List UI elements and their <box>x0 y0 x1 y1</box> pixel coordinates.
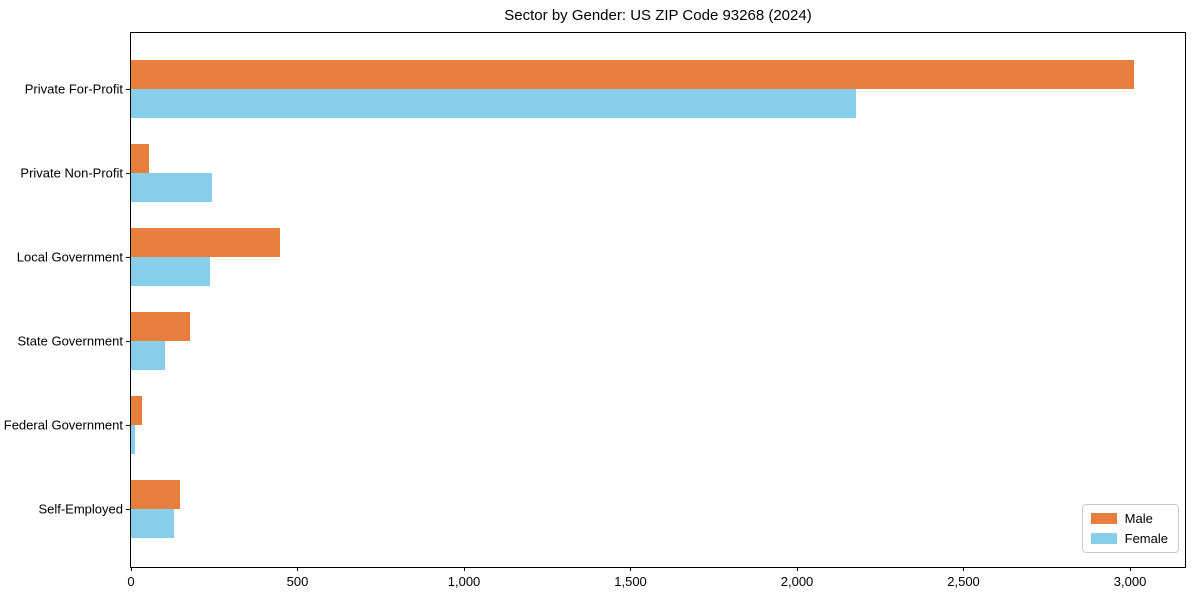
x-tick-mark <box>963 567 965 571</box>
bar-male-federal-government <box>131 396 142 425</box>
y-tick-label-state-government: State Government <box>17 333 124 349</box>
y-tick-mark <box>126 256 130 258</box>
bar-female-federal-government <box>131 425 135 454</box>
x-tick-label-2-500: 2,500 <box>947 574 980 589</box>
bar-male-private-non-profit <box>131 144 150 173</box>
chart-title: Sector by Gender: US ZIP Code 93268 (202… <box>504 7 812 24</box>
plot-area: Private For-Profit Private Non-Profit Loca… <box>4 32 1186 589</box>
y-tick-label-local-government: Local Government <box>16 249 123 265</box>
bar-male-self-employed <box>131 480 180 509</box>
legend-label-male: Male <box>1124 511 1153 526</box>
y-tick-mark <box>126 508 130 510</box>
y-tick-mark <box>126 172 130 174</box>
legend-swatch-male <box>1090 513 1117 524</box>
bar-male-state-government <box>131 312 191 341</box>
y-tick-mark <box>126 88 130 90</box>
x-tick-mark <box>1129 567 1131 571</box>
x-tick-label-3-000: 3,000 <box>1113 574 1147 589</box>
x-tick-mark <box>463 567 465 571</box>
bar-male-local-government <box>131 228 280 257</box>
bar-female-private-for-profit <box>131 89 857 118</box>
x-tick-label-2-000: 2,000 <box>780 574 814 589</box>
x-tick-mark <box>630 567 632 571</box>
x-tick-label-1-500: 1,500 <box>614 574 647 589</box>
y-tick-label-private-for-profit: Private For-Profit <box>24 81 123 97</box>
bar-female-self-employed <box>131 509 175 538</box>
bar-female-state-government <box>131 341 165 370</box>
legend-swatch-female <box>1090 533 1117 544</box>
y-tick-label-self-employed: Self-Employed <box>38 501 123 517</box>
x-tick-label-1-000: 1,000 <box>447 574 481 589</box>
x-tick-mark <box>130 567 132 571</box>
x-tick-mark <box>297 567 298 571</box>
y-tick-mark <box>126 340 130 342</box>
legend-entry-male: Male <box>1090 511 1168 526</box>
y-tick-label-private-non-profit: Private Non-Profit <box>20 165 123 181</box>
y-tick-label-federal-government: Federal Government <box>3 417 123 433</box>
x-tick-label-500: 500 <box>286 574 309 589</box>
legend-label-female: Female <box>1124 531 1168 546</box>
y-tick-mark <box>126 424 130 426</box>
bar-female-private-non-profit <box>131 173 212 202</box>
bar-female-local-government <box>131 257 210 286</box>
legend-entry-female: Female <box>1090 531 1168 546</box>
x-tick-mark <box>796 567 798 571</box>
bar-male-private-for-profit <box>131 60 1134 89</box>
legend: Male Female <box>1081 504 1179 553</box>
x-tick-label-0: 0 <box>127 574 135 589</box>
